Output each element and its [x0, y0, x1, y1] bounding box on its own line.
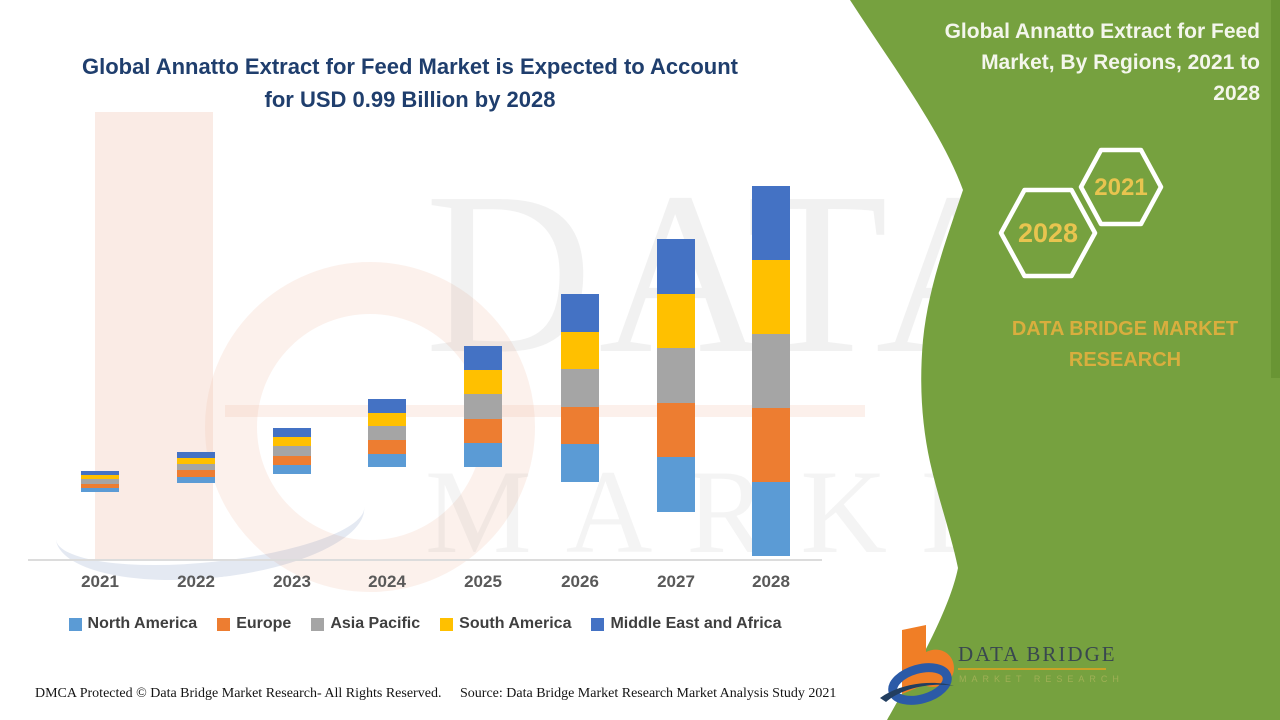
bar-2021 [81, 471, 119, 560]
year-hexagons: 2021 2028 [998, 147, 1164, 279]
bar-segment-asia-pacific-2023 [273, 446, 311, 456]
logo-name: DATA BRIDGE [958, 642, 1117, 666]
hexagon-2021-label: 2021 [1094, 174, 1147, 201]
x-axis-line [28, 559, 822, 561]
bar-segment-south-america-2024 [368, 412, 406, 427]
panel-title-line2: Market, By Regions, 2021 to [981, 51, 1260, 74]
panel-title-line1: Global Annatto Extract for Feed [944, 20, 1260, 43]
bar-2024 [368, 399, 406, 560]
bar-segment-middle-east-and-africa-2025 [464, 346, 502, 371]
bar-segment-asia-pacific-2021 [81, 479, 119, 484]
bar-2028 [752, 186, 790, 560]
bar-segment-middle-east-and-africa-2024 [368, 399, 406, 413]
bar-2025 [464, 346, 502, 560]
bar-segment-south-america-2022 [177, 458, 215, 465]
x-axis-label-2028: 2028 [752, 572, 790, 591]
bar-segment-europe-2021 [81, 483, 119, 488]
bar-segment-south-america-2021 [81, 475, 119, 480]
bar-segment-middle-east-and-africa-2026 [561, 294, 599, 332]
bar-segment-asia-pacific-2025 [464, 394, 502, 419]
bar-segment-north-america-2027 [657, 457, 695, 512]
bar-segment-asia-pacific-2022 [177, 464, 215, 471]
dmca-notice: DMCA Protected © Data Bridge Market Rese… [35, 686, 442, 701]
brand-line2: RESEARCH [1068, 349, 1182, 371]
bar-segment-north-america-2023 [273, 464, 311, 475]
bar-segment-europe-2025 [464, 418, 502, 443]
legend-item-south-america: South America [440, 615, 571, 633]
bar-segment-europe-2024 [368, 440, 406, 454]
bar-segment-europe-2026 [561, 406, 599, 444]
bar-segment-middle-east-and-africa-2027 [657, 239, 695, 294]
bar-2023 [273, 428, 311, 560]
bar-segment-north-america-2025 [464, 442, 502, 467]
data-bridge-logo: DATA BRIDGE MARKET RESEARCH [878, 616, 1128, 716]
bar-2027 [657, 239, 695, 560]
x-axis-label-2021: 2021 [81, 572, 119, 591]
bar-segment-north-america-2024 [368, 453, 406, 468]
panel-title: Global Annatto Extract for Feed Market, … [872, 16, 1260, 109]
bar-segment-south-america-2028 [752, 260, 790, 335]
legend: North America Europe Asia Pacific South Ame… [25, 615, 825, 633]
bar-segment-south-america-2025 [464, 370, 502, 395]
legend-swatch-asia-pacific [311, 617, 325, 631]
bar-segment-asia-pacific-2024 [368, 426, 406, 441]
bar-segment-south-america-2023 [273, 437, 311, 447]
legend-swatch-middle-east-and-africa [591, 617, 605, 631]
bar-segment-middle-east-and-africa-2022 [177, 452, 215, 459]
bar-2026 [561, 294, 599, 560]
page-title-line1: Global Annatto Extract for Feed Market i… [81, 54, 739, 79]
x-axis-label-2024: 2024 [368, 572, 406, 591]
legend-item-middle-east-and-africa: Middle East and Africa [591, 615, 781, 633]
x-axis-label-2022: 2022 [177, 572, 215, 591]
x-axis-label-2025: 2025 [464, 572, 502, 591]
legend-swatch-north-america [68, 617, 82, 631]
bar-segment-north-america-2021 [81, 487, 119, 492]
bar-segment-north-america-2026 [561, 444, 599, 482]
legend-item-asia-pacific: Asia Pacific [311, 615, 420, 633]
logo-rule [958, 668, 1106, 670]
bar-segment-asia-pacific-2028 [752, 334, 790, 409]
source-credit: Source: Data Bridge Market Research Mark… [460, 686, 837, 701]
legend-swatch-south-america [440, 617, 454, 631]
bar-segment-north-america-2028 [752, 482, 790, 557]
bar-segment-europe-2028 [752, 408, 790, 483]
legend-item-north-america: North America [68, 615, 198, 633]
x-axis-label-2026: 2026 [561, 572, 599, 591]
bar-2022 [177, 452, 215, 560]
page-title: Global Annatto Extract for Feed Market i… [45, 50, 775, 116]
page-title-line2: for USD 0.99 Billion by 2028 [264, 87, 556, 112]
bar-segment-middle-east-and-africa-2023 [273, 428, 311, 438]
brand-line1: DATA BRIDGE MARKET [1011, 318, 1239, 340]
logo-tagline: MARKET RESEARCH [959, 674, 1124, 684]
legend-label-north-america: North America [87, 615, 198, 632]
bar-segment-middle-east-and-africa-2021 [81, 471, 119, 476]
data-bridge-logo-icon [880, 625, 954, 705]
bar-segment-europe-2022 [177, 470, 215, 477]
legend-label-middle-east-and-africa: Middle East and Africa [610, 615, 782, 632]
bar-segment-south-america-2026 [561, 331, 599, 369]
legend-item-europe: Europe [217, 615, 291, 633]
x-axis-label-2027: 2027 [657, 572, 695, 591]
legend-swatch-europe [217, 617, 231, 631]
hexagon-2028-label: 2028 [1018, 218, 1078, 248]
bar-segment-middle-east-and-africa-2028 [752, 186, 790, 261]
brand-wordmark: DATA BRIDGE MARKET RESEARCH [960, 314, 1280, 376]
x-axis-label-2023: 2023 [273, 572, 311, 591]
bar-segment-asia-pacific-2026 [561, 369, 599, 407]
legend-label-europe: Europe [236, 615, 292, 632]
bar-segment-south-america-2027 [657, 293, 695, 349]
panel-title-line3: 2028 [1213, 82, 1260, 105]
bar-segment-asia-pacific-2027 [657, 348, 695, 403]
legend-label-south-america: South America [459, 615, 572, 632]
bar-segment-north-america-2022 [177, 476, 215, 483]
bar-segment-europe-2027 [657, 402, 695, 458]
bar-segment-europe-2023 [273, 455, 311, 465]
legend-label-asia-pacific: Asia Pacific [330, 615, 421, 632]
